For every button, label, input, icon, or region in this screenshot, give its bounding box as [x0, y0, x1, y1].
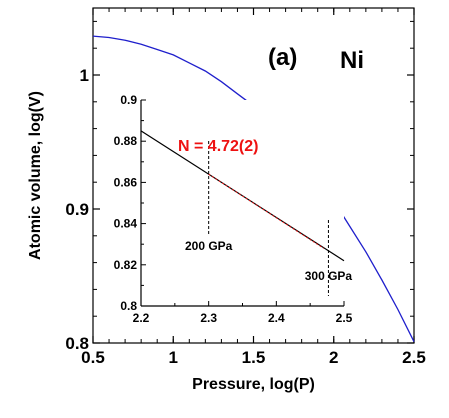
- inset-y-tick-label: 0.86: [114, 175, 138, 189]
- inset-x-tick-label: 2.4: [268, 311, 285, 325]
- inset-y-tick-label: 0.84: [114, 217, 138, 231]
- x-tick-label: 2: [329, 348, 338, 367]
- inset-plot: 2.2 2.3 2.4 2.5 0.8 0.82 0.84 0.86 0.88 0.9 200 GP…: [114, 93, 353, 325]
- inset-x-tick-label: 2.5: [336, 311, 353, 325]
- inset-background: [141, 100, 344, 306]
- main-plot: 0.5 1 1.5 2 2.5 0.8 0.9 1 Pressure, log(P) Atomic…: [27, 7, 426, 393]
- x-tick-label: 2.5: [402, 348, 426, 367]
- y-axis-label: Atomic volume, log(V): [27, 91, 44, 260]
- x-tick-label: 0.5: [81, 348, 105, 367]
- fit-exponent-label: N = 4.72(2): [178, 138, 258, 155]
- inset-y-tick-label: 0.8: [120, 299, 137, 313]
- y-tick-label: 0.9: [65, 200, 89, 219]
- y-tick-label: 0.8: [65, 334, 89, 353]
- inset-x-tick-label: 2.2: [133, 311, 150, 325]
- inset-x-tick-label: 2.3: [200, 311, 217, 325]
- inset-y-tick-label: 0.9: [120, 93, 137, 107]
- element-label: Ni: [340, 47, 364, 74]
- pressure-marker-label: 200 GPa: [185, 239, 233, 253]
- y-tick-label: 1: [80, 66, 89, 85]
- pressure-marker-label: 300 GPa: [305, 269, 353, 283]
- inset-y-tick-label: 0.88: [114, 134, 138, 148]
- x-axis-label: Pressure, log(P): [192, 376, 315, 393]
- inset-fit-line: [208, 173, 324, 249]
- panel-label: (a): [268, 44, 297, 71]
- x-tick-label: 1.5: [242, 348, 266, 367]
- inset-y-tick-label: 0.82: [114, 258, 138, 272]
- x-tick-label: 1: [169, 348, 178, 367]
